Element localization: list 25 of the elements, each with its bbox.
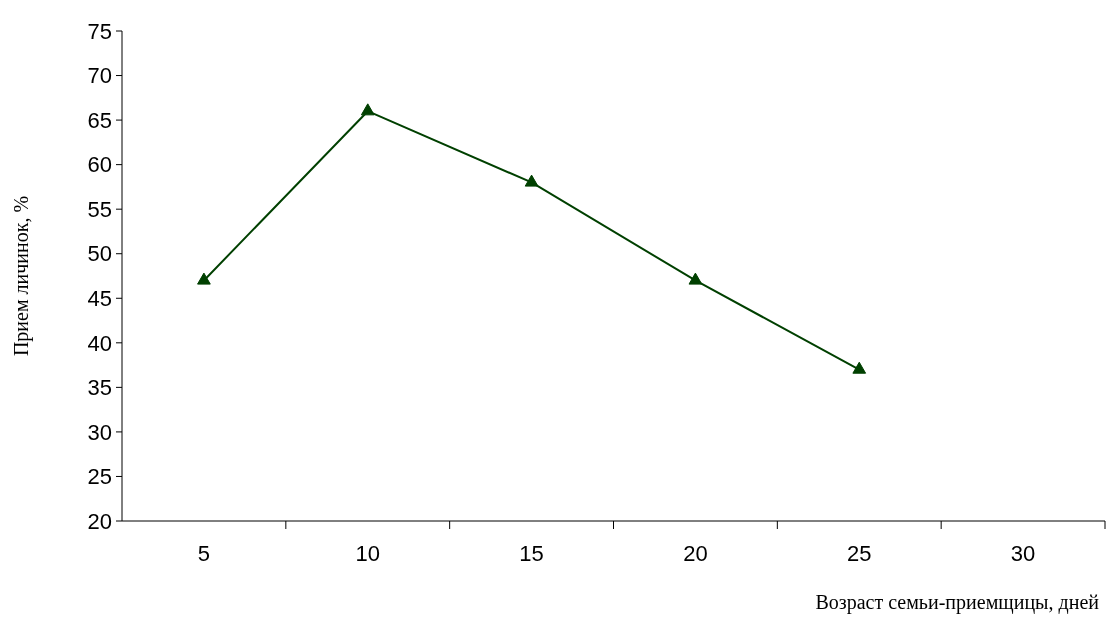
x-tick-label: 20 <box>683 541 708 566</box>
y-tick-label: 40 <box>87 330 112 356</box>
point <box>197 272 211 285</box>
y-tick-label: 60 <box>87 152 112 178</box>
y-tick-label: 55 <box>87 196 112 222</box>
point <box>524 174 539 187</box>
y-tick-label: 50 <box>87 241 112 267</box>
y-tick-label: 75 <box>87 18 112 44</box>
y-axis-title: Прием личинок, % <box>10 195 33 357</box>
x-axis-title: Возраст семьи-приемщицы, дней <box>815 591 1100 614</box>
y-tick-label: 35 <box>87 375 112 401</box>
x-tick-label: 15 <box>519 541 544 566</box>
x-tick-label: 25 <box>847 541 872 566</box>
y-tick-label: 65 <box>87 107 112 133</box>
y-tick-label: 70 <box>87 63 112 89</box>
x-tick-label: 30 <box>1010 541 1036 566</box>
y-tick-label: 20 <box>87 508 112 534</box>
x-tick-label: 10 <box>355 541 380 566</box>
point <box>852 361 867 374</box>
y-tick-label: 45 <box>87 285 112 311</box>
x-tick-label: 5 <box>197 541 211 566</box>
y-tick-label: 25 <box>87 464 112 490</box>
y-tick-label: 30 <box>87 419 112 445</box>
point <box>688 272 703 285</box>
point <box>360 103 375 116</box>
